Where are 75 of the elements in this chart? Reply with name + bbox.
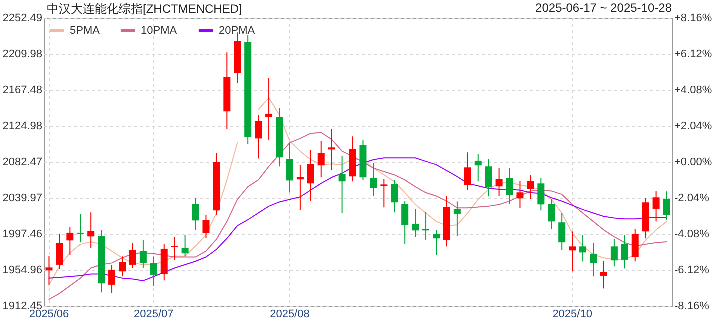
y-tick-label: 1997.46 <box>2 228 42 240</box>
chart-title: 中汉大连能化综指[ZHCTMENCHED] <box>47 1 242 18</box>
candlestick <box>516 180 524 209</box>
candlestick <box>600 260 608 290</box>
candlestick <box>77 213 84 244</box>
candlestick <box>433 229 440 256</box>
candlestick <box>380 178 388 208</box>
candlestick <box>454 201 461 236</box>
y2-tick-label: -8.16% <box>674 300 710 312</box>
candlestick <box>506 168 514 204</box>
y2-tick-label: -2.04% <box>674 192 710 204</box>
y2-tick-label: +2.04% <box>674 120 712 132</box>
candlestick <box>538 178 545 212</box>
candlestick <box>192 198 200 230</box>
x-tick-label: 2025/08 <box>270 308 310 320</box>
candlestick <box>610 238 618 268</box>
candlestick <box>88 212 95 249</box>
y2-tick-label: +8.16% <box>674 12 712 24</box>
candlestick <box>412 208 420 238</box>
candlestick <box>558 212 566 250</box>
y2-tick-label: +4.08% <box>674 84 712 96</box>
candlestick <box>464 152 472 191</box>
y-tick-label: 2252.49 <box>2 12 42 24</box>
candlestick <box>66 226 74 256</box>
candlestick <box>580 234 587 262</box>
candlestick <box>56 234 64 270</box>
candlestick <box>171 236 178 260</box>
candlestick <box>485 158 492 198</box>
candlestick <box>266 78 273 140</box>
candlestick <box>108 264 116 294</box>
chart-subtitle: 2025-06-17 ~ 2025-10-28 <box>536 1 672 15</box>
candlestick <box>527 174 534 200</box>
candlestick <box>150 256 158 286</box>
candlestick <box>202 214 210 239</box>
candlestick <box>402 200 409 244</box>
candlestick <box>307 149 314 202</box>
candlestick <box>569 231 576 272</box>
y-tick-label: 2039.97 <box>2 192 42 204</box>
candlestick <box>338 155 346 214</box>
candlestick <box>119 256 126 278</box>
y-tick-label: 2124.98 <box>2 120 42 132</box>
candlestick <box>548 198 556 230</box>
candlestick <box>632 228 639 262</box>
y-tick-label: 2167.48 <box>2 84 42 96</box>
x-tick-label: 2025/10 <box>552 308 592 320</box>
candlestick <box>140 239 147 269</box>
y2-tick-label: -4.08% <box>674 228 710 240</box>
x-tick-label: 2025/06 <box>29 308 70 320</box>
y2-tick-label: +6.12% <box>674 48 712 60</box>
x-tick-label: 2025/07 <box>134 308 174 320</box>
y-tick-label: 2209.98 <box>2 48 42 61</box>
candlestick <box>46 255 53 286</box>
candlestick <box>652 190 660 222</box>
y-tick-label: 1954.96 <box>2 264 42 276</box>
legend-label: 5PMA <box>70 25 101 37</box>
y-tick-label: 2082.47 <box>2 156 42 168</box>
candlestick <box>182 234 189 258</box>
line-series <box>48 132 668 300</box>
candlestick <box>621 234 628 270</box>
candlestick <box>318 140 325 178</box>
candlestick <box>328 128 336 171</box>
candlestick <box>286 142 294 194</box>
candlestick <box>370 162 378 197</box>
candlestick <box>474 154 482 182</box>
legend-label: 20PMA <box>219 25 256 37</box>
candlestick <box>391 180 398 214</box>
candlestick <box>255 114 262 160</box>
candlestick <box>496 168 503 197</box>
y2-tick-label: +0.00% <box>674 156 712 168</box>
candlestick <box>663 191 670 220</box>
legend-label: 10PMA <box>141 25 178 37</box>
candlestick <box>129 242 136 269</box>
candlestick <box>590 242 597 278</box>
candlestick <box>296 164 304 210</box>
y2-tick-label: -6.12% <box>674 264 710 276</box>
